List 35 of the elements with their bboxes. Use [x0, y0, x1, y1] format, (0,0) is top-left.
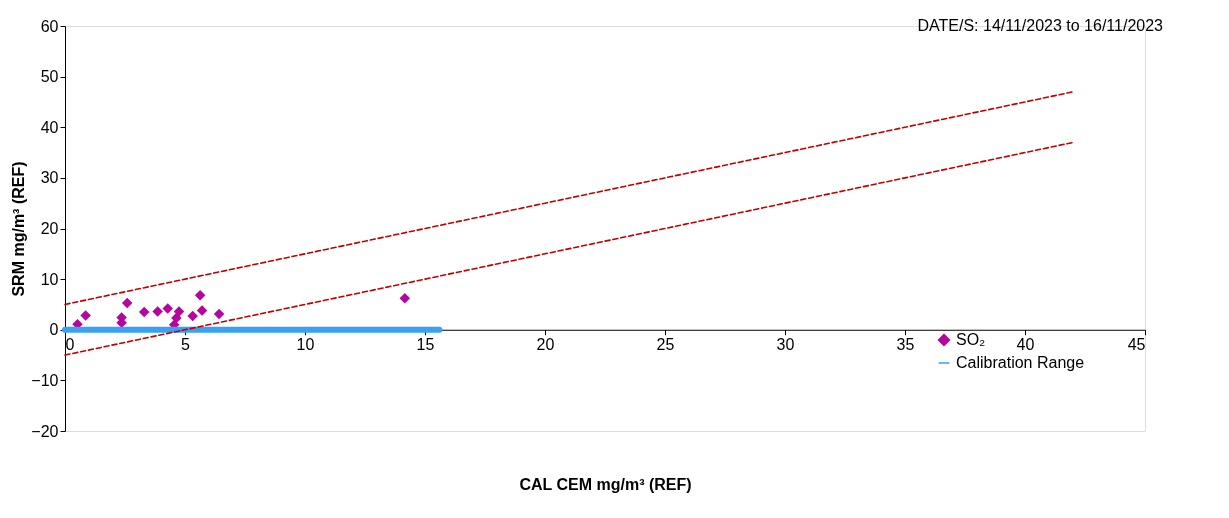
- y-tick-label: 50: [40, 68, 59, 86]
- x-tick-label: 20: [536, 336, 555, 354]
- x-tick-label: 10: [296, 336, 315, 354]
- point: [194, 290, 206, 301]
- x-tick-label: 45: [1127, 336, 1146, 354]
- point: [162, 303, 173, 314]
- x-tick-label: 40: [1016, 336, 1035, 354]
- y-tick-label: −20: [31, 422, 59, 440]
- x-tick-label: 0: [65, 336, 75, 354]
- x-axis-title: CAL CEM mg/m³ (REF): [519, 475, 692, 493]
- point: [152, 306, 163, 317]
- point: [173, 306, 185, 317]
- x-tick-label: 5: [181, 336, 191, 354]
- legend-label: Calibration Range: [956, 354, 1085, 371]
- y-tick-label: 0: [49, 321, 59, 339]
- x-tick-label: 25: [656, 336, 675, 354]
- x-tick-label: 15: [416, 336, 435, 354]
- y-tick-label: 20: [40, 220, 59, 237]
- y-tick-label: 10: [40, 270, 59, 288]
- x-tick-label: 35: [896, 336, 915, 354]
- y-axis-title: SRM mg/m³ (REF): [10, 161, 28, 297]
- point: [121, 297, 133, 309]
- y-tick-label: 60: [40, 17, 59, 35]
- y-tick-label: 30: [40, 169, 59, 187]
- legend-label: SO₂: [956, 331, 986, 348]
- point: [187, 310, 198, 322]
- y-tick-label: 40: [40, 118, 59, 136]
- x-tick-label: 30: [776, 336, 795, 354]
- point: [138, 306, 150, 318]
- point: [213, 308, 225, 320]
- point: [80, 310, 91, 321]
- point: [196, 305, 208, 316]
- y-tick-label: −10: [31, 371, 59, 389]
- point: [399, 293, 411, 304]
- annotation: DATE/S: 14/11/2023 to 16/11/2023: [917, 17, 1164, 34]
